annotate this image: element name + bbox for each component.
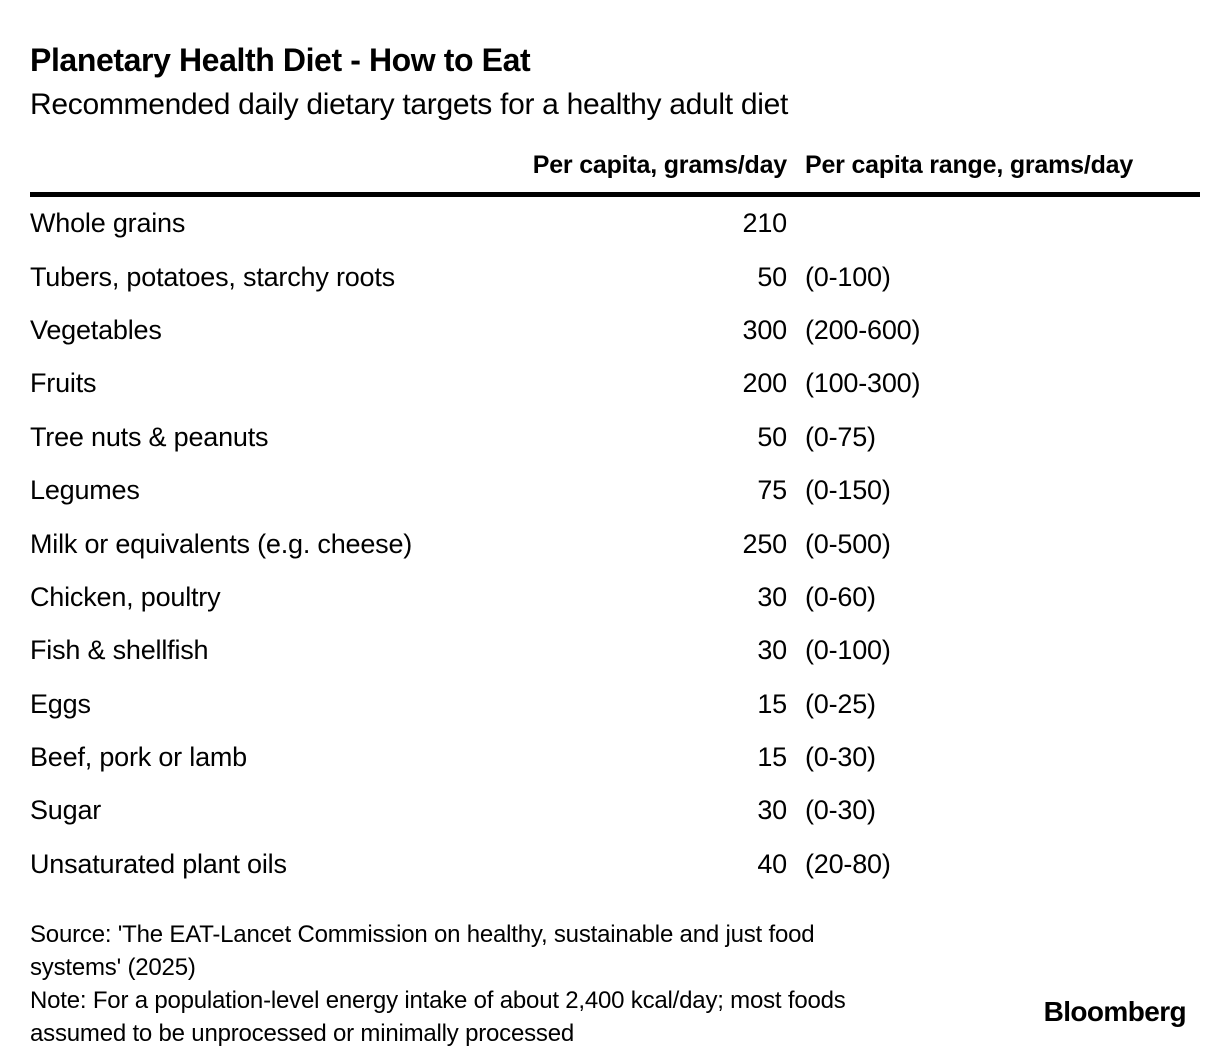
table-row: Eggs 15 (0-25) [30,678,1200,731]
row-value: 50 [757,261,787,292]
row-value: 30 [757,635,787,666]
row-label: Eggs [30,688,91,719]
row-label: Milk or equivalents (e.g. cheese) [30,528,413,559]
row-range: (0-100) [805,635,891,666]
row-label: Whole grains [30,208,186,239]
column-header-per-capita-range: Per capita range, grams/day [805,151,1134,179]
row-label: Fruits [30,368,97,399]
row-range: (100-300) [805,368,921,399]
row-value: 15 [757,688,787,719]
table-row: Beef, pork or lamb 15 (0-30) [30,731,1200,784]
row-range: (0-150) [805,475,891,506]
column-header-per-capita: Per capita, grams/day [532,151,787,179]
row-range: (0-30) [805,795,876,826]
row-range: (0-75) [805,421,876,452]
row-label: Chicken, poultry [30,581,221,612]
row-range: (0-30) [805,742,876,773]
bloomberg-logo: Bloomberg [1043,996,1187,1027]
row-label: Tubers, potatoes, starchy roots [30,261,395,292]
source-line: systems' (2025) [30,954,196,982]
source-line: Source: 'The EAT-Lancet Commission on he… [30,921,815,949]
note-line: assumed to be unprocessed or minimally p… [30,1020,575,1048]
row-range: (0-100) [805,261,891,292]
row-label: Beef, pork or lamb [30,742,248,773]
row-value: 75 [757,475,787,506]
table-row: Chicken, poultry 30 (0-60) [30,571,1200,624]
header-divider-rule [30,192,1200,197]
row-range: (0-500) [805,528,891,559]
footnotes: Source: 'The EAT-Lancet Commission on he… [30,918,1200,1050]
table-row: Vegetables 300 (200-600) [30,304,1200,357]
chart-subtitle: Recommended daily dietary targets for a … [30,88,789,121]
row-value: 15 [757,742,787,773]
row-range: (0-60) [805,581,876,612]
row-range: (0-25) [805,688,876,719]
chart-title: Planetary Health Diet - How to Eat [30,42,531,78]
row-value: 30 [757,581,787,612]
row-label: Sugar [30,795,102,826]
table-header-row: Per capita, grams/day Per capita range, … [30,152,1200,178]
table-row: Unsaturated plant oils 40 (20-80) [30,838,1200,891]
row-label: Vegetables [30,314,162,345]
row-value: 210 [742,208,788,239]
row-value: 50 [757,421,787,452]
table-row: Sugar 30 (0-30) [30,784,1200,837]
row-label: Legumes [30,475,140,506]
row-range: (200-600) [805,314,921,345]
table-row: Fish & shellfish 30 (0-100) [30,624,1200,677]
table-row: Milk or equivalents (e.g. cheese) 250 (0… [30,517,1200,570]
table-row: Legumes 75 (0-150) [30,464,1200,517]
row-label: Tree nuts & peanuts [30,421,269,452]
row-value: 200 [742,368,788,399]
table-body: Whole grains 210 Tubers, potatoes, starc… [30,197,1200,891]
table-row: Fruits 200 (100-300) [30,357,1200,410]
row-value: 30 [757,795,787,826]
row-range: (20-80) [805,848,891,879]
row-value: 300 [742,314,788,345]
note-line: Note: For a population-level energy inta… [30,987,846,1015]
table-row: Tree nuts & peanuts 50 (0-75) [30,411,1200,464]
row-label: Fish & shellfish [30,635,209,666]
row-value: 40 [757,848,787,879]
row-value: 250 [742,528,788,559]
row-label: Unsaturated plant oils [30,848,287,879]
table-row: Tubers, potatoes, starchy roots 50 (0-10… [30,250,1200,303]
table-row: Whole grains 210 [30,197,1200,250]
